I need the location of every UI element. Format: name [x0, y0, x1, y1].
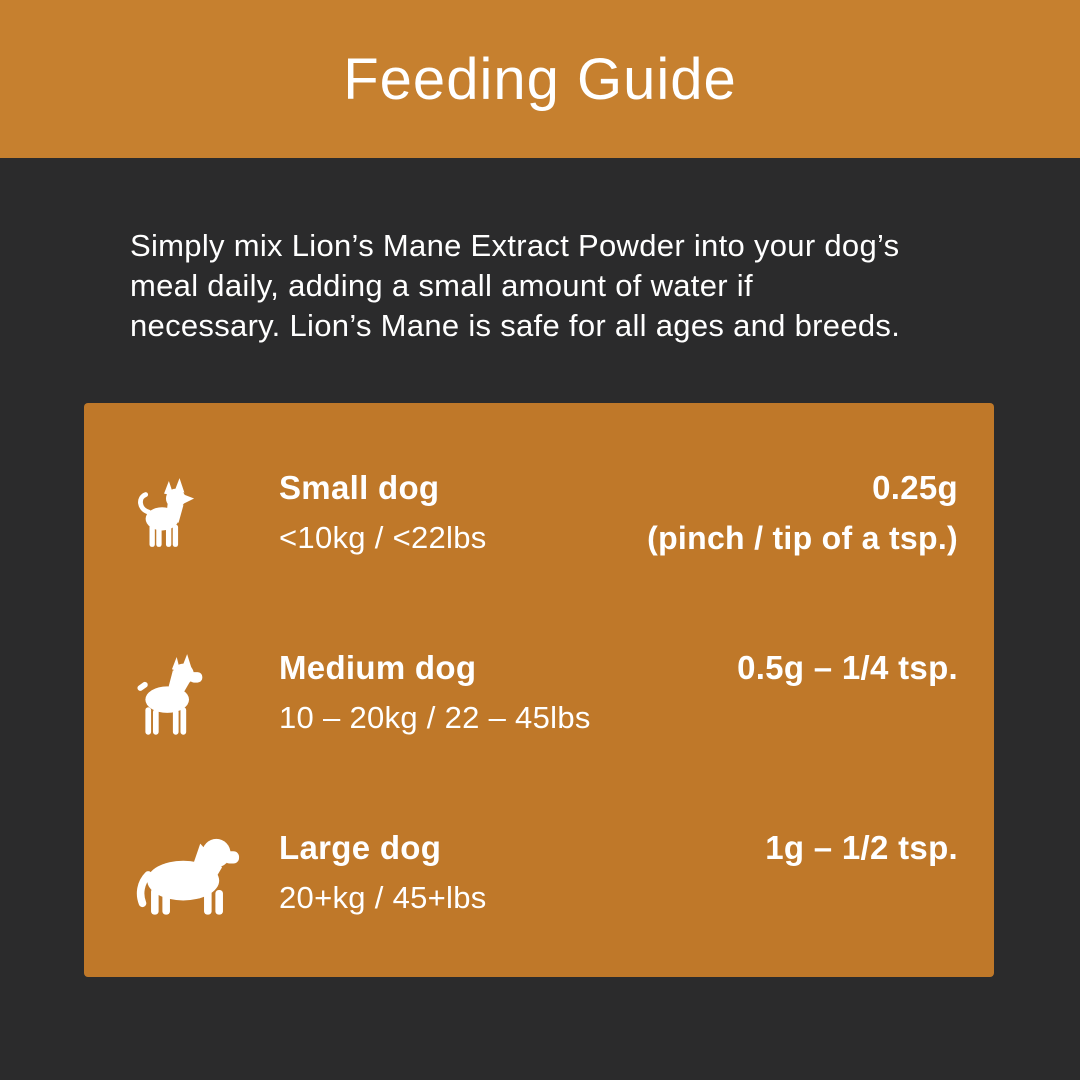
- dose-block: 0.5g – 1/4 tsp.: [737, 643, 958, 693]
- dose-block: 0.25g (pinch / tip of a tsp.): [647, 463, 958, 563]
- dose-amount: 0.25g: [872, 469, 958, 506]
- dog-size-label: Large dog: [279, 829, 442, 866]
- row-texts: Large dog 20+kg / 45+lbs 1g – 1/2 tsp.: [279, 823, 958, 923]
- small-dog-icon: [104, 477, 279, 549]
- dog-size-block: Large dog 20+kg / 45+lbs: [279, 823, 487, 923]
- dose-amount: 0.5g – 1/4 tsp.: [737, 649, 958, 686]
- feeding-row-large-dog: Large dog 20+kg / 45+lbs 1g – 1/2 tsp.: [104, 823, 958, 923]
- feeding-guide-panel: Small dog <10kg / <22lbs 0.25g (pinch / …: [84, 403, 994, 977]
- dog-size-block: Medium dog 10 – 20kg / 22 – 45lbs: [279, 643, 591, 743]
- feeding-row-small-dog: Small dog <10kg / <22lbs 0.25g (pinch / …: [104, 463, 958, 563]
- dog-weight-range: <10kg / <22lbs: [279, 520, 487, 555]
- intro-text: Simply mix Lion’s Mane Extract Powder in…: [130, 228, 901, 343]
- dog-weight-range: 10 – 20kg / 22 – 45lbs: [279, 700, 591, 735]
- medium-dog-icon: [104, 650, 279, 736]
- row-texts: Small dog <10kg / <22lbs 0.25g (pinch / …: [279, 463, 958, 563]
- page-title: Feeding Guide: [343, 46, 737, 112]
- large-dog-icon: [104, 829, 279, 917]
- feeding-row-medium-dog: Medium dog 10 – 20kg / 22 – 45lbs 0.5g –…: [104, 643, 958, 743]
- dog-size-block: Small dog <10kg / <22lbs: [279, 463, 487, 563]
- dog-size-label: Small dog: [279, 469, 440, 506]
- dose-block: 1g – 1/2 tsp.: [765, 823, 958, 873]
- dose-amount: 1g – 1/2 tsp.: [765, 829, 958, 866]
- dose-note: (pinch / tip of a tsp.): [647, 520, 958, 556]
- dog-size-label: Medium dog: [279, 649, 477, 686]
- dog-weight-range: 20+kg / 45+lbs: [279, 880, 487, 915]
- row-texts: Medium dog 10 – 20kg / 22 – 45lbs 0.5g –…: [279, 643, 958, 743]
- header-band: Feeding Guide: [0, 0, 1080, 158]
